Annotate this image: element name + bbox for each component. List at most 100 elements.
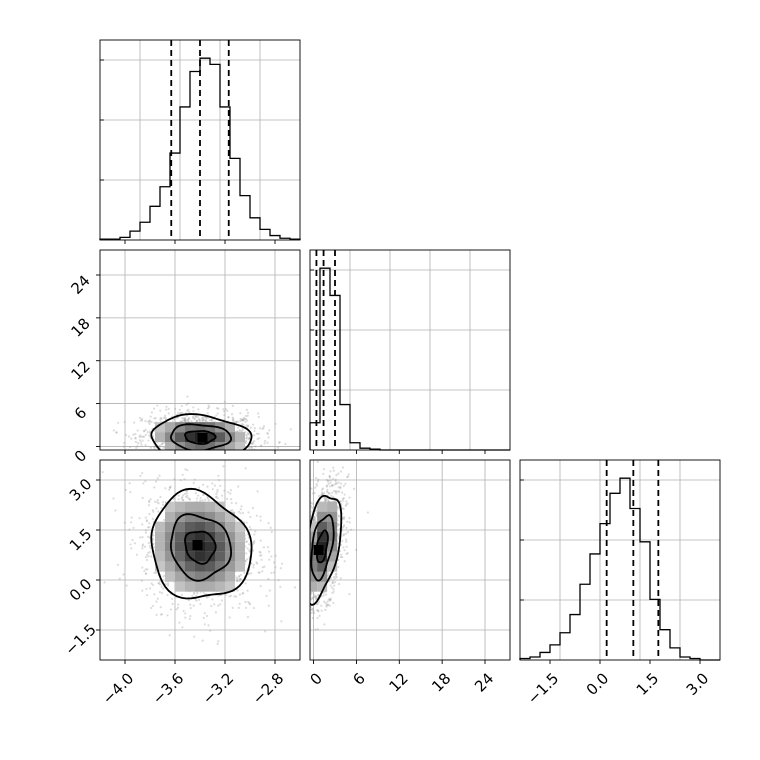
x-tick-label: 18: [428, 669, 454, 695]
sample-point: [340, 553, 343, 556]
density-cell: [225, 521, 235, 532]
sample-point: [137, 456, 139, 458]
sample-point: [222, 456, 224, 458]
y-tick-label: −1.5: [61, 620, 99, 658]
sample-point: [352, 487, 356, 490]
sample-point: [295, 560, 297, 562]
sample-point: [307, 568, 309, 570]
sample-point: [159, 416, 162, 420]
density-cell: [155, 541, 165, 552]
sample-point: [205, 417, 208, 420]
sample-point: [180, 451, 182, 453]
panel-frame: [309, 249, 511, 451]
density-cell: [215, 531, 225, 542]
density-cell: [225, 561, 235, 572]
sample-point: [141, 523, 144, 526]
sample-point: [306, 532, 308, 534]
sample-point: [322, 472, 325, 475]
sample-point: [243, 417, 246, 421]
sample-point: [260, 558, 263, 561]
sample-point: [169, 485, 172, 488]
sample-point: [316, 616, 319, 620]
sample-point: [306, 592, 308, 594]
sample-point: [305, 592, 307, 594]
density-cell: [327, 511, 338, 522]
sample-point: [130, 516, 133, 519]
sample-point: [205, 596, 208, 599]
sample-point: [236, 430, 239, 433]
density-cell: [175, 581, 185, 592]
sample-point: [168, 486, 172, 490]
sample-point: [213, 484, 216, 487]
sample-point: [204, 498, 207, 502]
sample-point: [235, 420, 238, 423]
density-cell: [165, 432, 175, 443]
sample-point: [178, 621, 181, 624]
sample-point: [201, 639, 204, 642]
sample-point: [172, 450, 174, 452]
sample-point: [348, 521, 351, 524]
sample-point: [330, 577, 333, 580]
sample-point: [276, 446, 280, 449]
sample-point: [235, 421, 238, 424]
sample-point: [148, 550, 152, 554]
sample-point: [188, 453, 190, 455]
sample-point: [215, 407, 219, 410]
sample-point: [147, 504, 151, 507]
sample-point: [316, 609, 319, 612]
sample-point: [342, 497, 345, 500]
sample-point: [181, 496, 184, 499]
sample-point: [152, 534, 155, 537]
sample-point: [241, 511, 245, 514]
density-cell: [235, 521, 245, 532]
sample-point: [216, 642, 219, 645]
sample-point: [303, 617, 305, 619]
sample-point: [230, 497, 233, 501]
sample-point: [327, 498, 330, 502]
sample-point: [141, 566, 144, 569]
sample-point: [141, 589, 144, 592]
sample-point: [238, 579, 241, 583]
sample-point: [134, 433, 137, 436]
density-peak-cell: [197, 432, 208, 443]
sample-point: [216, 464, 218, 466]
sample-point: [332, 489, 336, 493]
sample-point: [332, 588, 335, 591]
sample-point: [346, 520, 349, 523]
sample-point: [328, 598, 331, 601]
sample-point: [160, 417, 163, 420]
sample-point: [130, 437, 133, 440]
sample-point: [144, 420, 147, 423]
sample-point: [132, 421, 136, 424]
sample-point: [209, 452, 211, 454]
sample-point: [195, 451, 197, 453]
sample-point: [227, 416, 230, 419]
sample-point: [172, 454, 174, 456]
sample-point: [266, 431, 269, 435]
sample-point: [220, 599, 224, 602]
sample-point: [176, 453, 178, 455]
sample-point: [168, 486, 171, 489]
sample-point: [307, 531, 309, 533]
sample-point: [231, 606, 234, 610]
sample-point: [303, 549, 305, 551]
sample-point: [148, 420, 151, 423]
sample-point: [191, 416, 195, 419]
contour-line: [310, 494, 343, 606]
sample-point: [203, 623, 206, 626]
sample-point: [149, 446, 152, 449]
density-cell: [175, 571, 185, 582]
sample-point: [268, 429, 271, 432]
sample-point: [242, 418, 245, 421]
sample-point: [307, 571, 309, 573]
density-cell: [175, 501, 185, 512]
sample-point: [267, 604, 270, 607]
sample-point: [310, 501, 312, 504]
sample-point: [180, 411, 183, 415]
contour-line: [184, 430, 217, 445]
sample-point: [341, 491, 344, 494]
sample-point: [335, 572, 338, 575]
sample-point: [310, 504, 312, 508]
sample-point: [176, 452, 178, 454]
sample-point: [253, 539, 256, 543]
